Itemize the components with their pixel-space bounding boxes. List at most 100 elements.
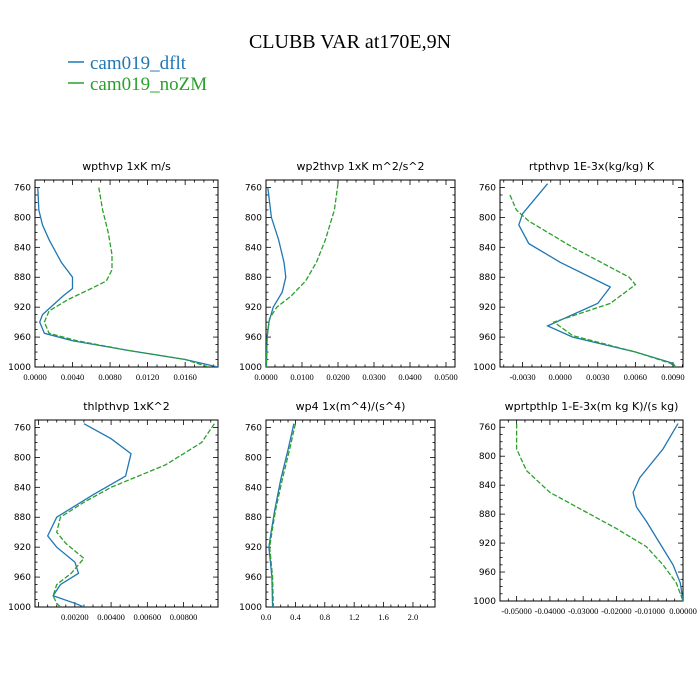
x-tick-label: 0.00200 xyxy=(61,612,89,622)
x-tick-label: 0.8 xyxy=(319,612,330,622)
x-tick-label: 0.0500 xyxy=(434,372,457,382)
chart-panel: wprtpthlp 1-E-3x(m kg K)/(s kg) 760 800 840… xyxy=(473,400,697,616)
y-tick-label: 1000 xyxy=(473,597,496,607)
x-tick-label: 0.0160 xyxy=(173,372,196,382)
panel-title: wp4 1x(m^4)/(s^4) xyxy=(296,400,406,413)
y-tick-label: 920 xyxy=(14,543,31,553)
legend-label-dflt: cam019_dflt xyxy=(90,53,187,74)
panels-container: wpthvp 1xK m/s76080084088092096010000.00… xyxy=(8,160,697,622)
series-line-dflt xyxy=(266,187,287,367)
y-tick-label: 920 xyxy=(479,539,496,549)
chart-panel: wp2thvp 1xK m^2/s^2 760 800 840 880 920 960 100… xyxy=(239,160,458,382)
y-tick-label: 840 xyxy=(14,483,31,493)
series-line-nozm xyxy=(266,183,339,367)
x-tick-label: -0.0030 xyxy=(509,372,535,382)
y-tick-label: 840 xyxy=(479,243,496,253)
y-tick-label: 760 xyxy=(14,423,31,433)
y-tick-label: 840 xyxy=(245,243,262,253)
figure-title: CLUBB VAR at170E,9N xyxy=(249,31,451,53)
plot-frame xyxy=(265,419,436,608)
panel-title: thlpthvp 1xK^2 xyxy=(83,400,170,413)
y-tick-label: 840 xyxy=(245,483,262,493)
plot-frame xyxy=(34,179,219,368)
series-line-nozm xyxy=(509,194,676,367)
y-tick-label: 880 xyxy=(479,510,496,520)
y-tick-label: 800 xyxy=(14,213,31,223)
y-tick-label: 880 xyxy=(14,273,31,283)
y-tick-label: 960 xyxy=(14,573,31,583)
series-line-nozm xyxy=(43,187,209,367)
series-line-nozm xyxy=(515,423,683,601)
series-line-nozm xyxy=(52,423,215,607)
x-tick-label: 1.2 xyxy=(349,612,360,622)
x-tick-label: 0.4 xyxy=(290,612,301,622)
x-tick-label: 1.6 xyxy=(378,612,389,622)
x-tick-label: 0.0000 xyxy=(548,372,571,382)
chart-panel: rtpthvp 1E-3x(kg/kg) K 760 800 840 880 920 960… xyxy=(473,160,685,382)
y-tick-label: 800 xyxy=(479,213,496,223)
y-tick-label: 920 xyxy=(14,303,31,313)
y-tick-label: 760 xyxy=(14,183,31,193)
y-tick-label: 920 xyxy=(245,543,262,553)
y-tick-label: 960 xyxy=(245,333,262,343)
y-tick-label: 800 xyxy=(245,213,262,223)
y-tick-label: 800 xyxy=(245,453,262,463)
chart-panel: thlpthvp 1xK^2 760 800 840 880 920 960 1000 0.00… xyxy=(8,400,219,622)
series-line-dflt xyxy=(268,423,295,607)
y-tick-label: 1000 xyxy=(473,363,496,373)
y-tick-label: 960 xyxy=(479,333,496,343)
y-tick-label: 1000 xyxy=(8,363,31,373)
panel-title: wpthvp 1xK m/s xyxy=(82,160,171,173)
x-tick-label: 0.0200 xyxy=(326,372,349,382)
x-tick-label: 0.0120 xyxy=(136,372,159,382)
x-tick-label: 0.0060 xyxy=(624,372,647,382)
plot-frame xyxy=(499,179,684,368)
x-tick-label: 0.00400 xyxy=(97,612,125,622)
x-tick-label: -0.02000 xyxy=(601,606,631,616)
y-tick-label: 760 xyxy=(245,423,262,433)
x-tick-label: 2.0 xyxy=(408,612,419,622)
y-tick-label: 960 xyxy=(245,573,262,583)
y-tick-label: 880 xyxy=(14,513,31,523)
series-line-dflt xyxy=(632,423,683,601)
y-tick-label: 800 xyxy=(479,452,496,462)
y-tick-label: 1000 xyxy=(8,603,31,613)
y-tick-label: 880 xyxy=(245,513,262,523)
y-tick-label: 1000 xyxy=(239,603,262,613)
series-line-nozm xyxy=(269,423,297,607)
panel-title: wp2thvp 1xK m^2/s^2 xyxy=(296,160,424,173)
x-tick-label: -0.05000 xyxy=(501,606,531,616)
chart-panel: wpthvp 1xK m/s76080084088092096010000.00… xyxy=(8,160,219,382)
x-tick-label: -0.03000 xyxy=(568,606,598,616)
x-tick-label: 0.0030 xyxy=(586,372,609,382)
chart-panel: wp4 1x(m^4)/(s^4)76080084088092096010000… xyxy=(239,400,436,622)
y-tick-label: 880 xyxy=(245,273,262,283)
y-tick-label: 960 xyxy=(14,333,31,343)
plot-frame xyxy=(265,179,456,368)
y-tick-label: 760 xyxy=(245,183,262,193)
x-tick-label: -0.01000 xyxy=(634,606,664,616)
x-tick-label: 0.0400 xyxy=(398,372,421,382)
y-tick-label: 760 xyxy=(479,423,496,433)
y-tick-label: 1000 xyxy=(239,363,262,373)
y-tick-label: 920 xyxy=(245,303,262,313)
x-tick-label: 0.0000 xyxy=(23,372,46,382)
x-tick-label: 0.00600 xyxy=(134,612,162,622)
legend-label-nozm: cam019_noZM xyxy=(90,74,207,95)
y-tick-label: 760 xyxy=(479,183,496,193)
x-tick-label: 0.0000 xyxy=(254,372,277,382)
plot-frame xyxy=(34,419,219,608)
y-tick-label: 960 xyxy=(479,568,496,578)
x-tick-label: 0.0100 xyxy=(290,372,313,382)
legend: cam019_dflt cam019_noZM xyxy=(68,53,207,95)
y-tick-label: 800 xyxy=(14,453,31,463)
x-tick-label: 0.0090 xyxy=(661,372,684,382)
x-tick-label: 0.0 xyxy=(261,612,272,622)
x-tick-label: 0.0080 xyxy=(98,372,121,382)
panel-title: rtpthvp 1E-3x(kg/kg) K xyxy=(529,160,655,173)
y-tick-label: 840 xyxy=(479,481,496,491)
x-tick-label: 0.00800 xyxy=(170,612,198,622)
y-tick-label: 840 xyxy=(14,243,31,253)
